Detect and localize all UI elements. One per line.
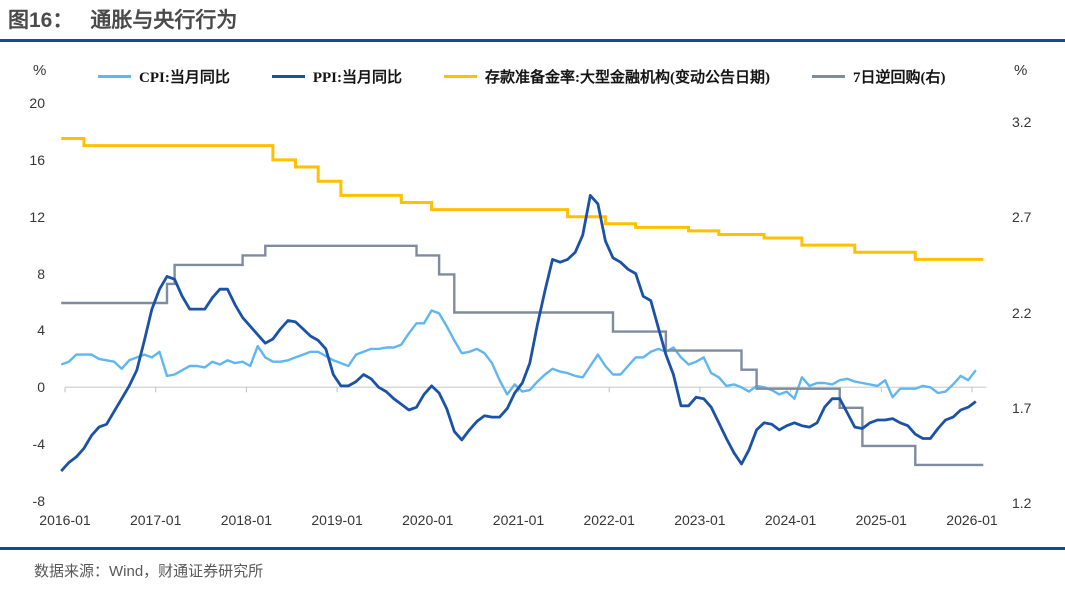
legend-line-swatch (444, 75, 477, 78)
legend-label: 7日逆回购(右) (853, 70, 946, 86)
x-tick-label: 2025-01 (855, 512, 907, 528)
legend-item: 存款准备金率:大型金融机构(变动公告日期) (444, 66, 770, 87)
legend-label: PPI:当月同比 (312, 70, 402, 86)
left-axis-unit: % (33, 62, 47, 79)
x-tick-label: 2019-01 (311, 512, 363, 528)
x-tick-label: 2017-01 (129, 512, 182, 528)
legend-line-swatch (98, 75, 131, 78)
left-tick-label: 12 (29, 208, 45, 225)
x-tick-label: 2023-01 (674, 512, 726, 528)
left-tick-label: 8 (37, 265, 45, 282)
legend-item: CPI:当月同比 (98, 66, 230, 87)
footer-divider (0, 547, 1065, 550)
x-tick-label: 2021-01 (492, 512, 545, 528)
figure-label: 图16： (8, 9, 74, 32)
left-tick-label: 20 (29, 95, 45, 111)
legend-line-swatch (271, 75, 305, 78)
series-line (61, 137, 984, 261)
left-tick-label: -4 (32, 436, 45, 453)
x-tick-label: 2018-01 (220, 512, 273, 528)
right-tick-label: 2.7 (1012, 209, 1032, 226)
legend-item: PPI:当月同比 (271, 66, 402, 87)
right-tick-label: 2.2 (1012, 304, 1032, 321)
right-tick-label: 1.7 (1012, 399, 1032, 416)
title-underline (0, 39, 1065, 42)
source-note: 数据来源：Wind，财通证券研究所 (34, 563, 264, 580)
x-tick-label: 2024-01 (764, 512, 817, 528)
left-tick-label: 16 (29, 151, 45, 168)
left-tick-label: -8 (32, 493, 45, 509)
right-tick-label: 1.2 (1012, 495, 1032, 511)
right-axis-unit: % (1014, 62, 1028, 79)
series-line (61, 244, 984, 467)
x-tick-label: 2016-01 (39, 512, 91, 528)
chart-legend: CPI:当月同比 PPI:当月同比 存款准备金率:大型金融机构(变动公告日期) 7日逆… (98, 66, 946, 87)
figure-title: 图16： 通胀与央行行为 (8, 4, 237, 34)
left-tick-label: 0 (37, 379, 45, 396)
legend-label: 存款准备金率:大型金融机构(变动公告日期) (485, 70, 770, 86)
series-line (60, 193, 977, 473)
series-line (60, 309, 977, 400)
x-tick-label: 2022-01 (583, 512, 635, 528)
legend-item: 7日逆回购(右) (812, 66, 946, 87)
x-tick-label: 2020-01 (402, 512, 454, 528)
legend-line-swatch (812, 75, 845, 78)
x-tick-label: 2026-01 (946, 512, 998, 528)
page-title: 通胀与央行行为 (90, 9, 238, 32)
right-tick-label: 3.2 (1012, 114, 1032, 130)
left-tick-label: 4 (37, 322, 45, 339)
legend-label: CPI:当月同比 (139, 70, 230, 86)
